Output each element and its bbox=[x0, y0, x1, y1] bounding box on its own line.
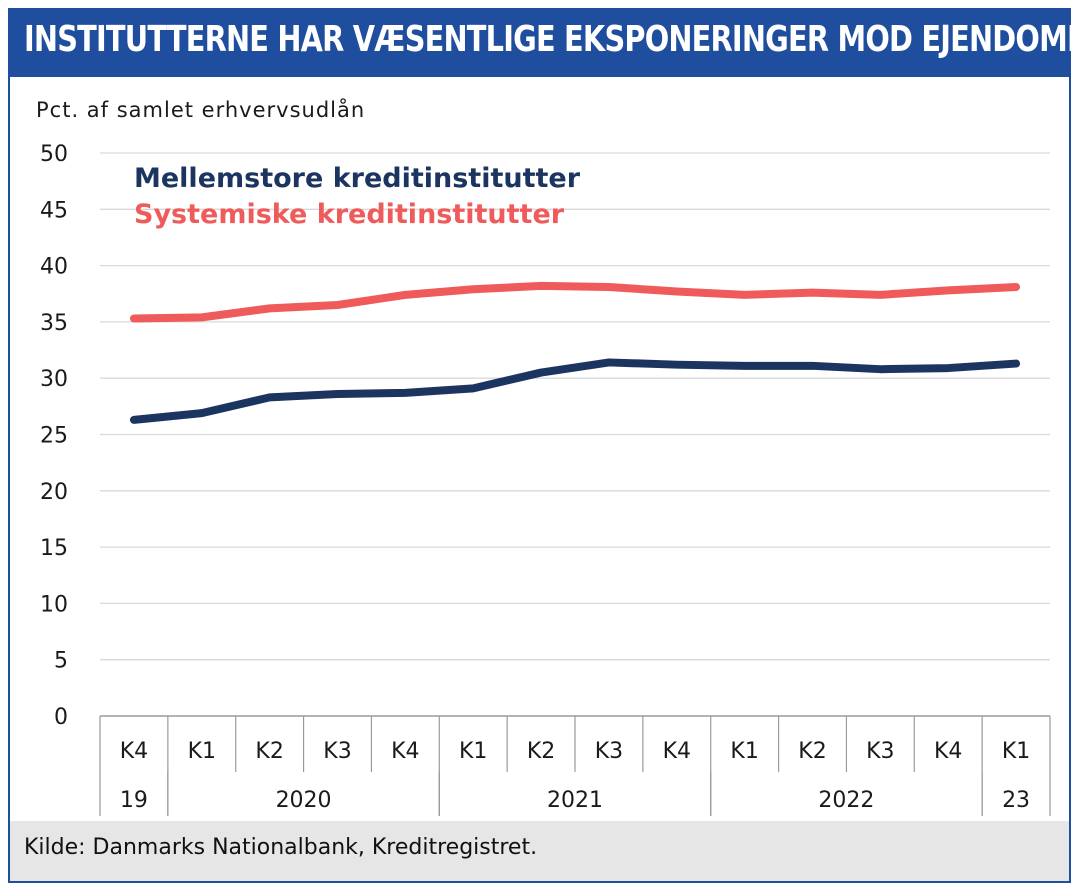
source-footer: Kilde: Danmarks Nationalbank, Kreditregi… bbox=[10, 821, 1069, 881]
x-tick-label: K4 bbox=[934, 739, 962, 764]
series-lines bbox=[129, 281, 1021, 424]
x-tick-label: K4 bbox=[391, 739, 419, 764]
chart-frame: INSTITUTTERNE HAR VÆSENTLIGE EKSPONERING… bbox=[8, 8, 1081, 883]
y-tick-label: 10 bbox=[40, 592, 68, 617]
y-tick-label: 30 bbox=[40, 367, 68, 392]
legend-entry-systemiske: Systemiske kreditinstitutter bbox=[134, 199, 565, 230]
x-tick-label: K2 bbox=[798, 739, 826, 764]
chart-title: INSTITUTTERNE HAR VÆSENTLIGE EKSPONERING… bbox=[24, 19, 1081, 60]
y-axis-ticks: 0 5 10 15 20 25 30 35 40 45 50 bbox=[40, 142, 68, 730]
x-tick-label: K2 bbox=[255, 739, 283, 764]
year-group-label: 2020 bbox=[276, 788, 332, 813]
legend-entry-mellemstore: Mellemstore kreditinstitutter bbox=[134, 163, 581, 194]
series-line-systemiske bbox=[129, 281, 1021, 323]
y-tick-label: 25 bbox=[40, 424, 68, 449]
year-group-label: 2022 bbox=[818, 788, 874, 813]
x-tick-label: K1 bbox=[730, 739, 758, 764]
y-tick-label: 40 bbox=[40, 255, 68, 280]
grid-lines bbox=[100, 152, 1050, 661]
y-tick-label: 20 bbox=[40, 480, 68, 505]
x-tick-label: K1 bbox=[188, 739, 216, 764]
y-tick-label: 45 bbox=[40, 198, 68, 223]
year-group-label: 23 bbox=[1002, 788, 1030, 813]
year-group-label: 2021 bbox=[547, 788, 603, 813]
source-text: Kilde: Danmarks Nationalbank, Kreditregi… bbox=[24, 835, 538, 860]
year-group-label: 19 bbox=[120, 788, 148, 813]
x-tick-label: K4 bbox=[663, 739, 691, 764]
x-tick-label: K4 bbox=[120, 739, 148, 764]
y-tick-label: 50 bbox=[40, 142, 68, 167]
x-tick-label: K3 bbox=[866, 739, 894, 764]
y-tick-label: 35 bbox=[40, 311, 68, 336]
y-tick-label: 15 bbox=[40, 536, 68, 561]
x-tick-label: K3 bbox=[595, 739, 623, 764]
x-tick-label: K2 bbox=[527, 739, 555, 764]
x-tick-label: K3 bbox=[323, 739, 351, 764]
y-tick-label: 5 bbox=[54, 649, 68, 674]
x-tick-label: K1 bbox=[1002, 739, 1030, 764]
y-tick-label: 0 bbox=[54, 705, 68, 730]
x-tick-label: K1 bbox=[459, 739, 487, 764]
title-bar: INSTITUTTERNE HAR VÆSENTLIGE EKSPONERING… bbox=[10, 10, 1081, 77]
x-axis: K4 K1 K2 K3 K4 K1 K2 K3 K4 K1 K2 K3 K4 K1 19 2020 2021 20… bbox=[99, 715, 1051, 816]
y-axis-label: Pct. af samlet erhvervsudlån bbox=[36, 97, 365, 122]
series-line-mellemstore bbox=[129, 358, 1021, 424]
